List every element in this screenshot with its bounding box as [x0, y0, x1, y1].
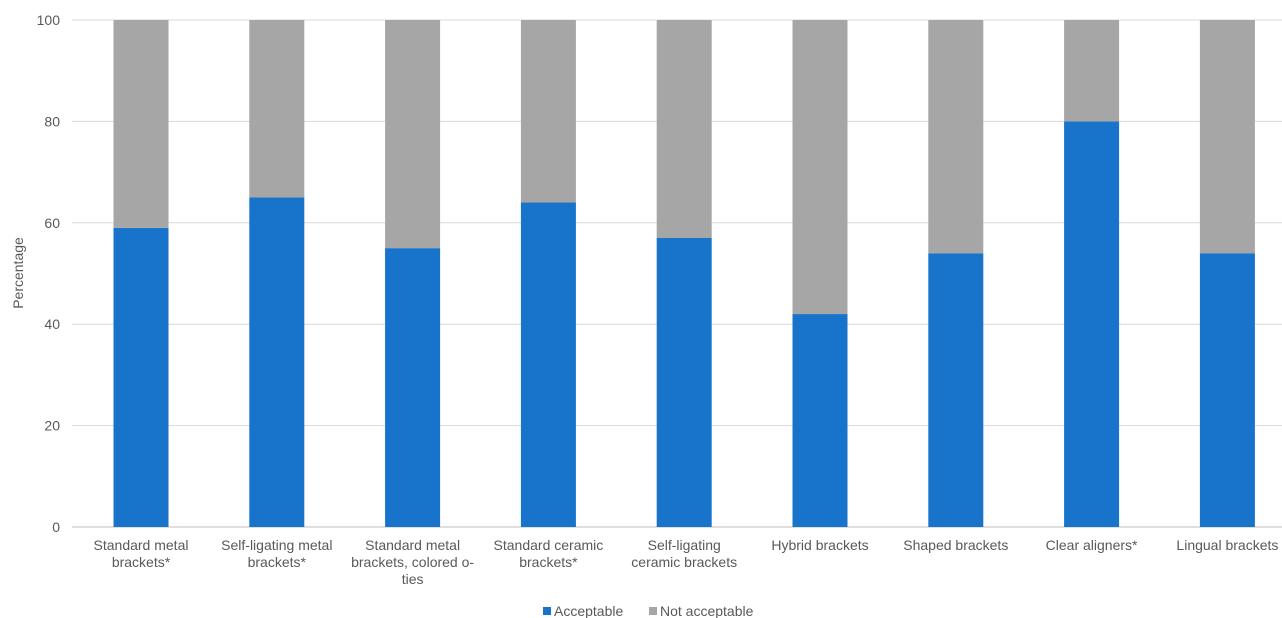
legend-label-acceptable: Acceptable	[554, 603, 623, 618]
bars	[113, 20, 1255, 528]
x-category-label: Standard metal	[94, 537, 189, 553]
y-tick-label: 100	[37, 12, 61, 28]
bar-acceptable	[656, 238, 712, 527]
bar-acceptable	[792, 314, 848, 527]
bar-acceptable	[385, 248, 441, 527]
y-tick-label: 40	[44, 316, 60, 332]
bar-not-acceptable	[792, 20, 848, 315]
y-tick-label: 60	[44, 215, 60, 231]
bar-not-acceptable	[249, 20, 305, 198]
bar-not-acceptable	[385, 20, 441, 249]
y-tick-label: 80	[44, 113, 60, 129]
x-category-label: Self-ligating	[648, 537, 721, 553]
x-category-label: brackets, colored o-	[351, 554, 474, 570]
bar-not-acceptable	[113, 20, 169, 228]
x-category-label: Shaped brackets	[903, 537, 1008, 553]
x-category-label: ties	[402, 571, 424, 587]
legend-label-not-acceptable: Not acceptable	[660, 603, 754, 618]
legend: Acceptable Not acceptable	[543, 603, 754, 618]
bar-acceptable	[928, 253, 984, 527]
x-category-label: brackets*	[248, 554, 307, 570]
x-category-label: Clear aligners*	[1046, 537, 1138, 553]
x-category-label: ceramic brackets	[631, 554, 737, 570]
bar-acceptable	[1199, 253, 1255, 527]
bar-not-acceptable	[520, 20, 576, 203]
y-tick-labels: 0 20 40 60 80 100	[37, 12, 61, 535]
bar-acceptable	[520, 202, 576, 527]
bar-not-acceptable	[928, 20, 984, 254]
bar-acceptable	[113, 227, 169, 527]
y-tick-label: 0	[52, 519, 60, 535]
x-category-label: brackets*	[112, 554, 171, 570]
bar-acceptable	[1064, 121, 1120, 528]
legend-swatch-acceptable	[543, 607, 551, 615]
bar-not-acceptable	[656, 20, 712, 239]
legend-swatch-not-acceptable	[649, 607, 657, 615]
x-category-label: brackets*	[519, 554, 578, 570]
x-category-label: Standard metal	[365, 537, 460, 553]
bar-not-acceptable	[1064, 20, 1120, 122]
x-category-label: Self-ligating metal	[221, 537, 332, 553]
bar-acceptable	[249, 197, 305, 527]
x-category-label: Standard ceramic	[494, 537, 604, 553]
y-axis-title: Percentage	[10, 237, 26, 309]
x-category-label: Hybrid brackets	[771, 537, 868, 553]
x-category-label: Lingual brackets	[1176, 537, 1278, 553]
bar-not-acceptable	[1199, 20, 1255, 254]
y-tick-label: 20	[44, 418, 60, 434]
